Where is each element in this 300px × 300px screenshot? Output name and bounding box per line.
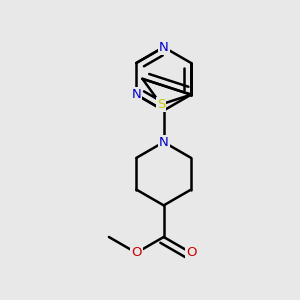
Text: N: N — [159, 136, 169, 148]
Text: O: O — [186, 246, 196, 259]
Text: O: O — [131, 246, 142, 259]
Text: N: N — [159, 41, 169, 54]
Text: N: N — [131, 88, 141, 101]
Text: S: S — [157, 98, 165, 111]
